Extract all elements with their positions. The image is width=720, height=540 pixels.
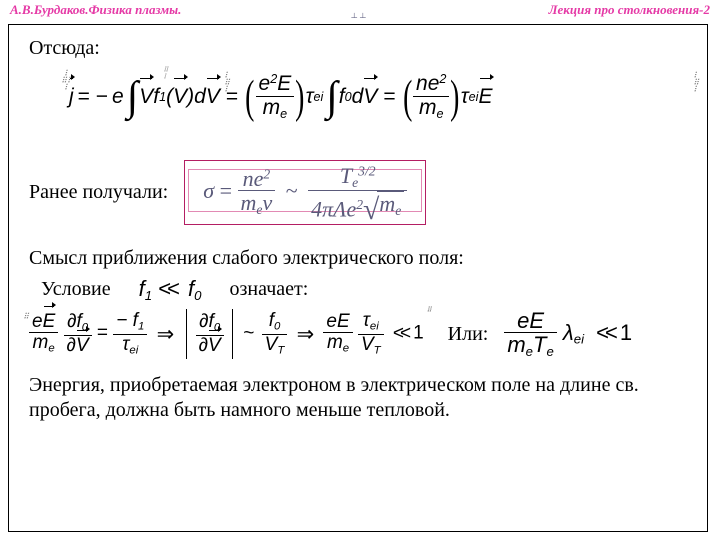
content-frame: Отсюда: ⠇⠿⠇⠇ j = −e ∫Vf1(⠿⠇V)dV ⠇⠿⠇ = ( … <box>8 24 708 532</box>
header-left: А.В.Бурдаков.Физика плазмы. <box>10 2 181 18</box>
equation-j: ⠇⠿⠇⠇ j = −e ∫Vf1(⠿⠇V)dV ⠇⠿⠇ = ( e2Eme ) … <box>69 64 687 130</box>
sigma-box: σ = ne2meν ~ Te3/2 4πΛe2√me <box>184 160 426 225</box>
text-otsuda: Отсюда: <box>29 37 687 60</box>
text-ranee: Ранее получали: <box>29 181 168 204</box>
header-bar: А.В.Бурдаков.Физика плазмы. Лекция про с… <box>0 0 720 24</box>
text-energy: Энергия, приобретаемая электроном в элек… <box>29 373 687 423</box>
text-smysl: Смысл приближения слабого электрического… <box>29 247 687 270</box>
text-ili: Или: <box>448 323 489 346</box>
equation-or: eEmeTe λei <<1 <box>504 309 632 359</box>
text-oznachaet: означает: <box>230 278 309 301</box>
text-uslovie: Условие <box>41 278 111 301</box>
equation-f1-ll-f0: f1 << f0 <box>139 276 202 303</box>
equation-chain: ⠿ eEme ∂f0⠿∂V = − f1τei ⇒ ∂f0⠿∂V ~ f0VT … <box>29 309 424 358</box>
slide: А.В.Бурдаков.Физика плазмы. Лекция про с… <box>0 0 720 540</box>
row-condition: Условие f1 << f0 означает: <box>41 276 687 303</box>
row-prev-result: Ранее получали: σ = ne2meν ~ Te3/2 4πΛe2… <box>29 160 687 225</box>
equation-sigma: σ = ne2meν ~ Te3/2 4πΛe2√me <box>188 169 422 212</box>
header-right: Лекция про столкновения-2 <box>549 2 710 18</box>
row-implication: ⠿ eEme ∂f0⠿∂V = − f1τei ⇒ ∂f0⠿∂V ~ f0VT … <box>29 309 687 359</box>
